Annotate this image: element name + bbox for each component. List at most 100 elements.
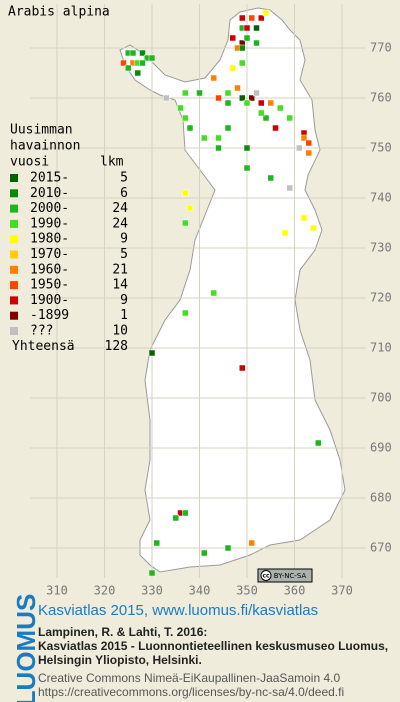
x-tick-label: 350: [236, 584, 258, 598]
observation-square: [148, 569, 156, 577]
legend-label: 1980-: [30, 232, 69, 247]
license-line: https://creativecommons.org/licenses/by-…: [38, 685, 344, 699]
y-tick-label: 730: [370, 241, 392, 255]
observation-square: [120, 59, 127, 67]
badge-logo: cc: [262, 573, 270, 580]
license-line: Creative Commons Nimeä-EiKaupallinen-Jaa…: [38, 671, 340, 685]
observation-square: [177, 104, 184, 112]
legend-swatch: [10, 296, 18, 305]
legend-swatch: [10, 174, 18, 182]
legend-count: 24: [112, 216, 128, 231]
legend-count: 5: [120, 247, 128, 262]
x-tick-label: 360: [284, 584, 306, 598]
observation-square: [201, 549, 208, 557]
y-tick-label: 670: [370, 541, 392, 555]
observation-square: [300, 214, 308, 222]
legend-label: 1970-: [30, 247, 69, 262]
x-tick-label: 310: [46, 584, 68, 598]
observation-square: [248, 94, 255, 102]
badge-box: [257, 568, 313, 583]
cc-badge: cc BY-NC-SA: [257, 568, 313, 583]
observation-square: [201, 134, 208, 142]
observation-square: [296, 144, 303, 152]
y-tick-label: 700: [370, 391, 392, 405]
observation-square: [300, 134, 308, 142]
observation-square: [182, 219, 189, 227]
observation-square: [305, 139, 312, 147]
badge-circle: [260, 570, 272, 581]
legend-total: 128: [105, 339, 128, 354]
observation-square: [186, 124, 194, 132]
observation-square: [186, 204, 194, 212]
observation-square: [310, 224, 317, 232]
observation-square: [272, 124, 279, 132]
observation-square: [182, 509, 189, 517]
observation-square: [258, 14, 265, 22]
observation-square: [153, 539, 160, 547]
legend-heading: Uusimman: [10, 123, 73, 138]
observation-square: [210, 289, 217, 297]
observation-square: [277, 104, 284, 112]
observation-square: [148, 349, 156, 357]
observation-square: [243, 144, 251, 152]
y-tick-label: 690: [370, 441, 392, 455]
site-link: Kasviatlas 2015, www.luomus.fi/kasviatla…: [38, 602, 318, 619]
observation-square: [243, 164, 251, 172]
observation-square: [305, 149, 312, 157]
legend-swatch: [10, 327, 18, 335]
observation-square: [239, 59, 246, 67]
observation-square: [229, 64, 236, 72]
x-tick-label: 340: [189, 584, 211, 598]
legend-heading: vuosi: [10, 155, 49, 170]
observation-square: [229, 34, 236, 42]
map-title: Arabis alpina: [8, 5, 110, 20]
observation-square: [224, 124, 232, 132]
legend-label: 2010-: [30, 186, 69, 201]
legend-total-label: Yhteensä: [12, 339, 75, 354]
legend-swatch: [10, 311, 18, 320]
observation-square: [258, 99, 265, 107]
observation-square: [129, 49, 137, 57]
observation-square: [182, 189, 189, 197]
legend-count: 6: [120, 186, 128, 201]
observation-square: [125, 64, 132, 72]
observation-square: [315, 439, 322, 447]
observation-square: [139, 59, 146, 67]
legend-count-heading: lkm: [100, 155, 124, 170]
observation-square: [234, 84, 241, 92]
observation-square: [172, 514, 179, 522]
x-tick-label: 330: [141, 584, 163, 598]
observation-square: [239, 44, 246, 52]
x-tick-label: 320: [94, 584, 116, 598]
observation-square: [215, 144, 222, 152]
observation-square: [163, 94, 170, 102]
legend-heading: havainnon: [10, 139, 80, 154]
legend-count: 24: [112, 201, 128, 216]
citation-line: Lampinen, R. & Lahti, T. 2016:: [38, 625, 207, 639]
citation-line: Helsingin Yliopisto, Helsinki.: [38, 653, 202, 667]
observation-square: [258, 109, 265, 117]
legend-swatch: [10, 265, 18, 274]
legend-label: -1899: [30, 308, 69, 323]
observation-square: [286, 114, 293, 122]
observation-square: [224, 99, 232, 107]
legend-count: 9: [120, 232, 128, 247]
observation-square: [262, 9, 270, 17]
brand: LUOMUS: [11, 594, 41, 702]
legend-swatch: [10, 235, 18, 244]
observation-square: [215, 94, 222, 102]
legend-swatch: [10, 281, 18, 290]
badge-license: BY-NC-SA: [274, 572, 307, 580]
observation-square: [134, 69, 141, 77]
y-tick-label: 750: [370, 141, 392, 155]
legend-label: 2000-: [30, 201, 69, 216]
observation-square: [253, 24, 260, 32]
observation-square: [243, 34, 251, 42]
legend-count: 21: [112, 262, 128, 277]
observation-square: [286, 184, 293, 192]
finland-land: [119, 7, 346, 573]
legend-count: 9: [120, 293, 128, 308]
legend-swatch: [10, 189, 18, 198]
observation-square: [253, 39, 260, 47]
